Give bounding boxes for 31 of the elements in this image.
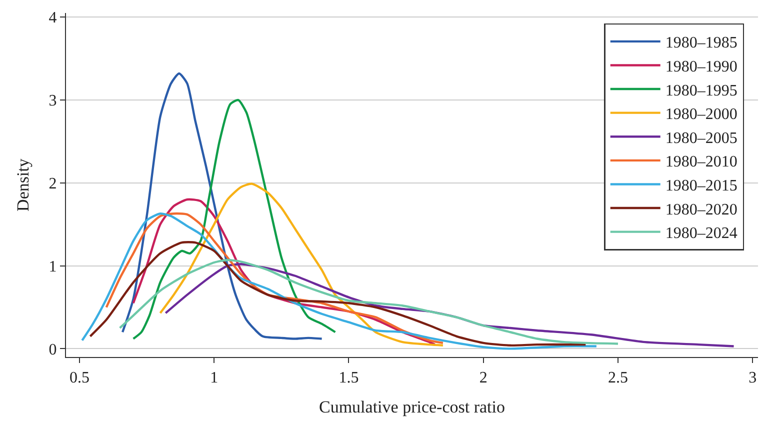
line-series xyxy=(118,258,620,345)
legend-label: 1980–1990 xyxy=(665,58,738,76)
legend-label: 1980–2020 xyxy=(665,201,738,218)
x-tick-label: 2 xyxy=(479,369,488,386)
legend-label: 1980–1995 xyxy=(665,82,738,100)
x-tick-label: 2.5 xyxy=(608,369,628,386)
y-axis-title: Density xyxy=(13,158,32,212)
legend-label: 1980–2000 xyxy=(665,106,738,124)
legend-label: 1980–1985 xyxy=(665,34,738,52)
legend-label: 1980–2024 xyxy=(665,225,738,242)
legend-label: 1980–2015 xyxy=(665,177,738,194)
y-tick-label: 1 xyxy=(48,258,57,276)
x-tick-label: 1.5 xyxy=(338,369,359,386)
line-series xyxy=(132,198,436,346)
x-tick-label: 3 xyxy=(748,369,757,386)
y-tick-label: 3 xyxy=(48,92,57,110)
y-tick-label: 2 xyxy=(48,176,57,193)
line-series xyxy=(105,212,444,344)
line-series xyxy=(89,241,587,346)
y-tick-label: 0 xyxy=(48,341,57,358)
line-series xyxy=(81,212,598,350)
x-axis-title: Cumulative price-cost ratio xyxy=(319,398,505,417)
legend-label: 1980–2005 xyxy=(665,130,738,147)
x-tick-label: 1 xyxy=(210,369,218,386)
line-series xyxy=(132,98,336,340)
line-series xyxy=(164,263,735,348)
legend-label: 1980–2010 xyxy=(665,154,738,171)
line-series xyxy=(159,182,444,346)
x-tick-label: 0.5 xyxy=(69,369,90,386)
line-series xyxy=(121,72,323,340)
y-tick-label: 4 xyxy=(48,10,57,27)
